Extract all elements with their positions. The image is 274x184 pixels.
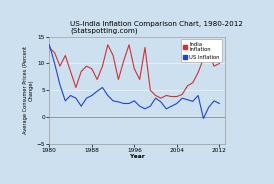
Y-axis label: Average Consumer Prices (Percent
Change): Average Consumer Prices (Percent Change) [23,46,34,134]
X-axis label: Year: Year [130,154,144,159]
Legend: India
Inflation, US Inflation: India Inflation, US Inflation [181,39,222,62]
Text: US-India Inflation Comparison Chart, 1980-2012
(Statspotting.com): US-India Inflation Comparison Chart, 198… [70,21,243,34]
